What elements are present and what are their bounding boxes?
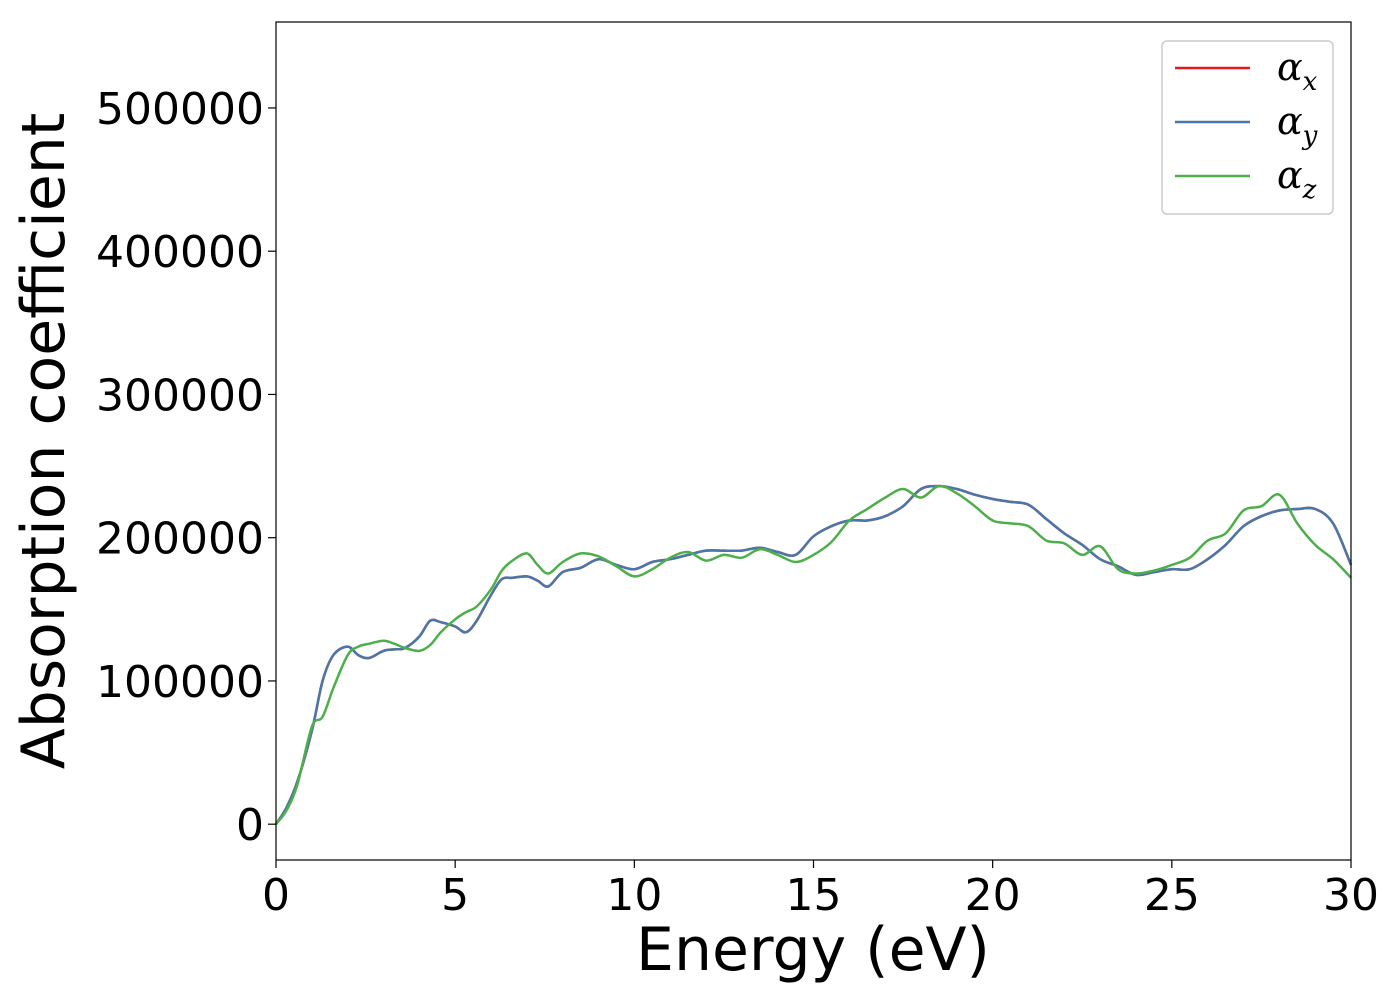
series-line-z (275, 484, 1352, 825)
y-tick-label: 500000 (96, 84, 264, 135)
x-tick-label: 0 (262, 870, 290, 921)
x-tick-label: 15 (786, 870, 842, 921)
x-tick-label: 10 (606, 870, 662, 921)
y-axis-title: Absorption coefficient (9, 113, 79, 770)
x-axis-ticks: 0 5 10 15 20 25 30 (262, 860, 1379, 921)
x-tick-label: 20 (965, 870, 1021, 921)
x-tick-label: 5 (441, 870, 469, 921)
legend-subscript-y: y (1302, 121, 1318, 151)
y-tick-label: 0 (236, 800, 264, 851)
x-tick-label: 25 (1144, 870, 1200, 921)
legend-subscript-z: z (1302, 175, 1317, 205)
x-axis-title: Energy (eV) (636, 915, 990, 985)
plot-lines (274, 484, 1353, 825)
legend-frame (1161, 40, 1334, 215)
y-tick-label: 400000 (96, 227, 264, 278)
y-tick-label: 300000 (96, 370, 264, 421)
y-tick-label: 200000 (96, 514, 264, 565)
series-line-y (274, 484, 1353, 825)
legend-subscript-x: x (1303, 67, 1318, 97)
x-tick-label: 30 (1323, 870, 1379, 921)
y-tick-label: 100000 (96, 657, 264, 708)
y-axis-ticks: 0 100000 200000 300000 400000 500000 (96, 84, 276, 851)
